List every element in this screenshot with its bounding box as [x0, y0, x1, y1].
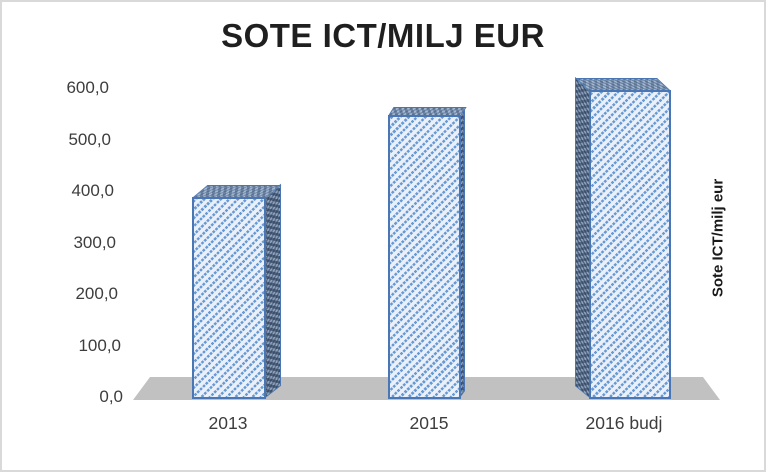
chart-title: SOTE ICT/MILJ EUR	[221, 17, 545, 54]
bar-2013	[192, 183, 282, 399]
series-axis-label: Sote ICT/milj eur	[709, 178, 727, 298]
y-tick-400: 400,0	[71, 181, 114, 200]
x-label-2013: 2013	[208, 413, 248, 433]
x-label-2016-budj: 2016 budj	[585, 413, 663, 433]
bar-2013-side-face	[264, 183, 281, 399]
bar-2013-front-face	[192, 197, 266, 399]
bar-2015	[388, 107, 467, 400]
y-tick-600: 600,0	[66, 78, 109, 97]
x-label-2015: 2015	[409, 413, 449, 433]
bar-2016-budj	[575, 77, 671, 399]
bar-2015-front-face	[388, 115, 461, 399]
y-tick-0: 0,0	[99, 387, 123, 406]
y-tick-200: 200,0	[75, 284, 118, 303]
bar-2016-budj-front-face	[589, 90, 671, 399]
y-tick-500: 500,0	[68, 130, 111, 149]
y-tick-100: 100,0	[78, 336, 121, 355]
y-tick-300: 300,0	[73, 233, 116, 252]
